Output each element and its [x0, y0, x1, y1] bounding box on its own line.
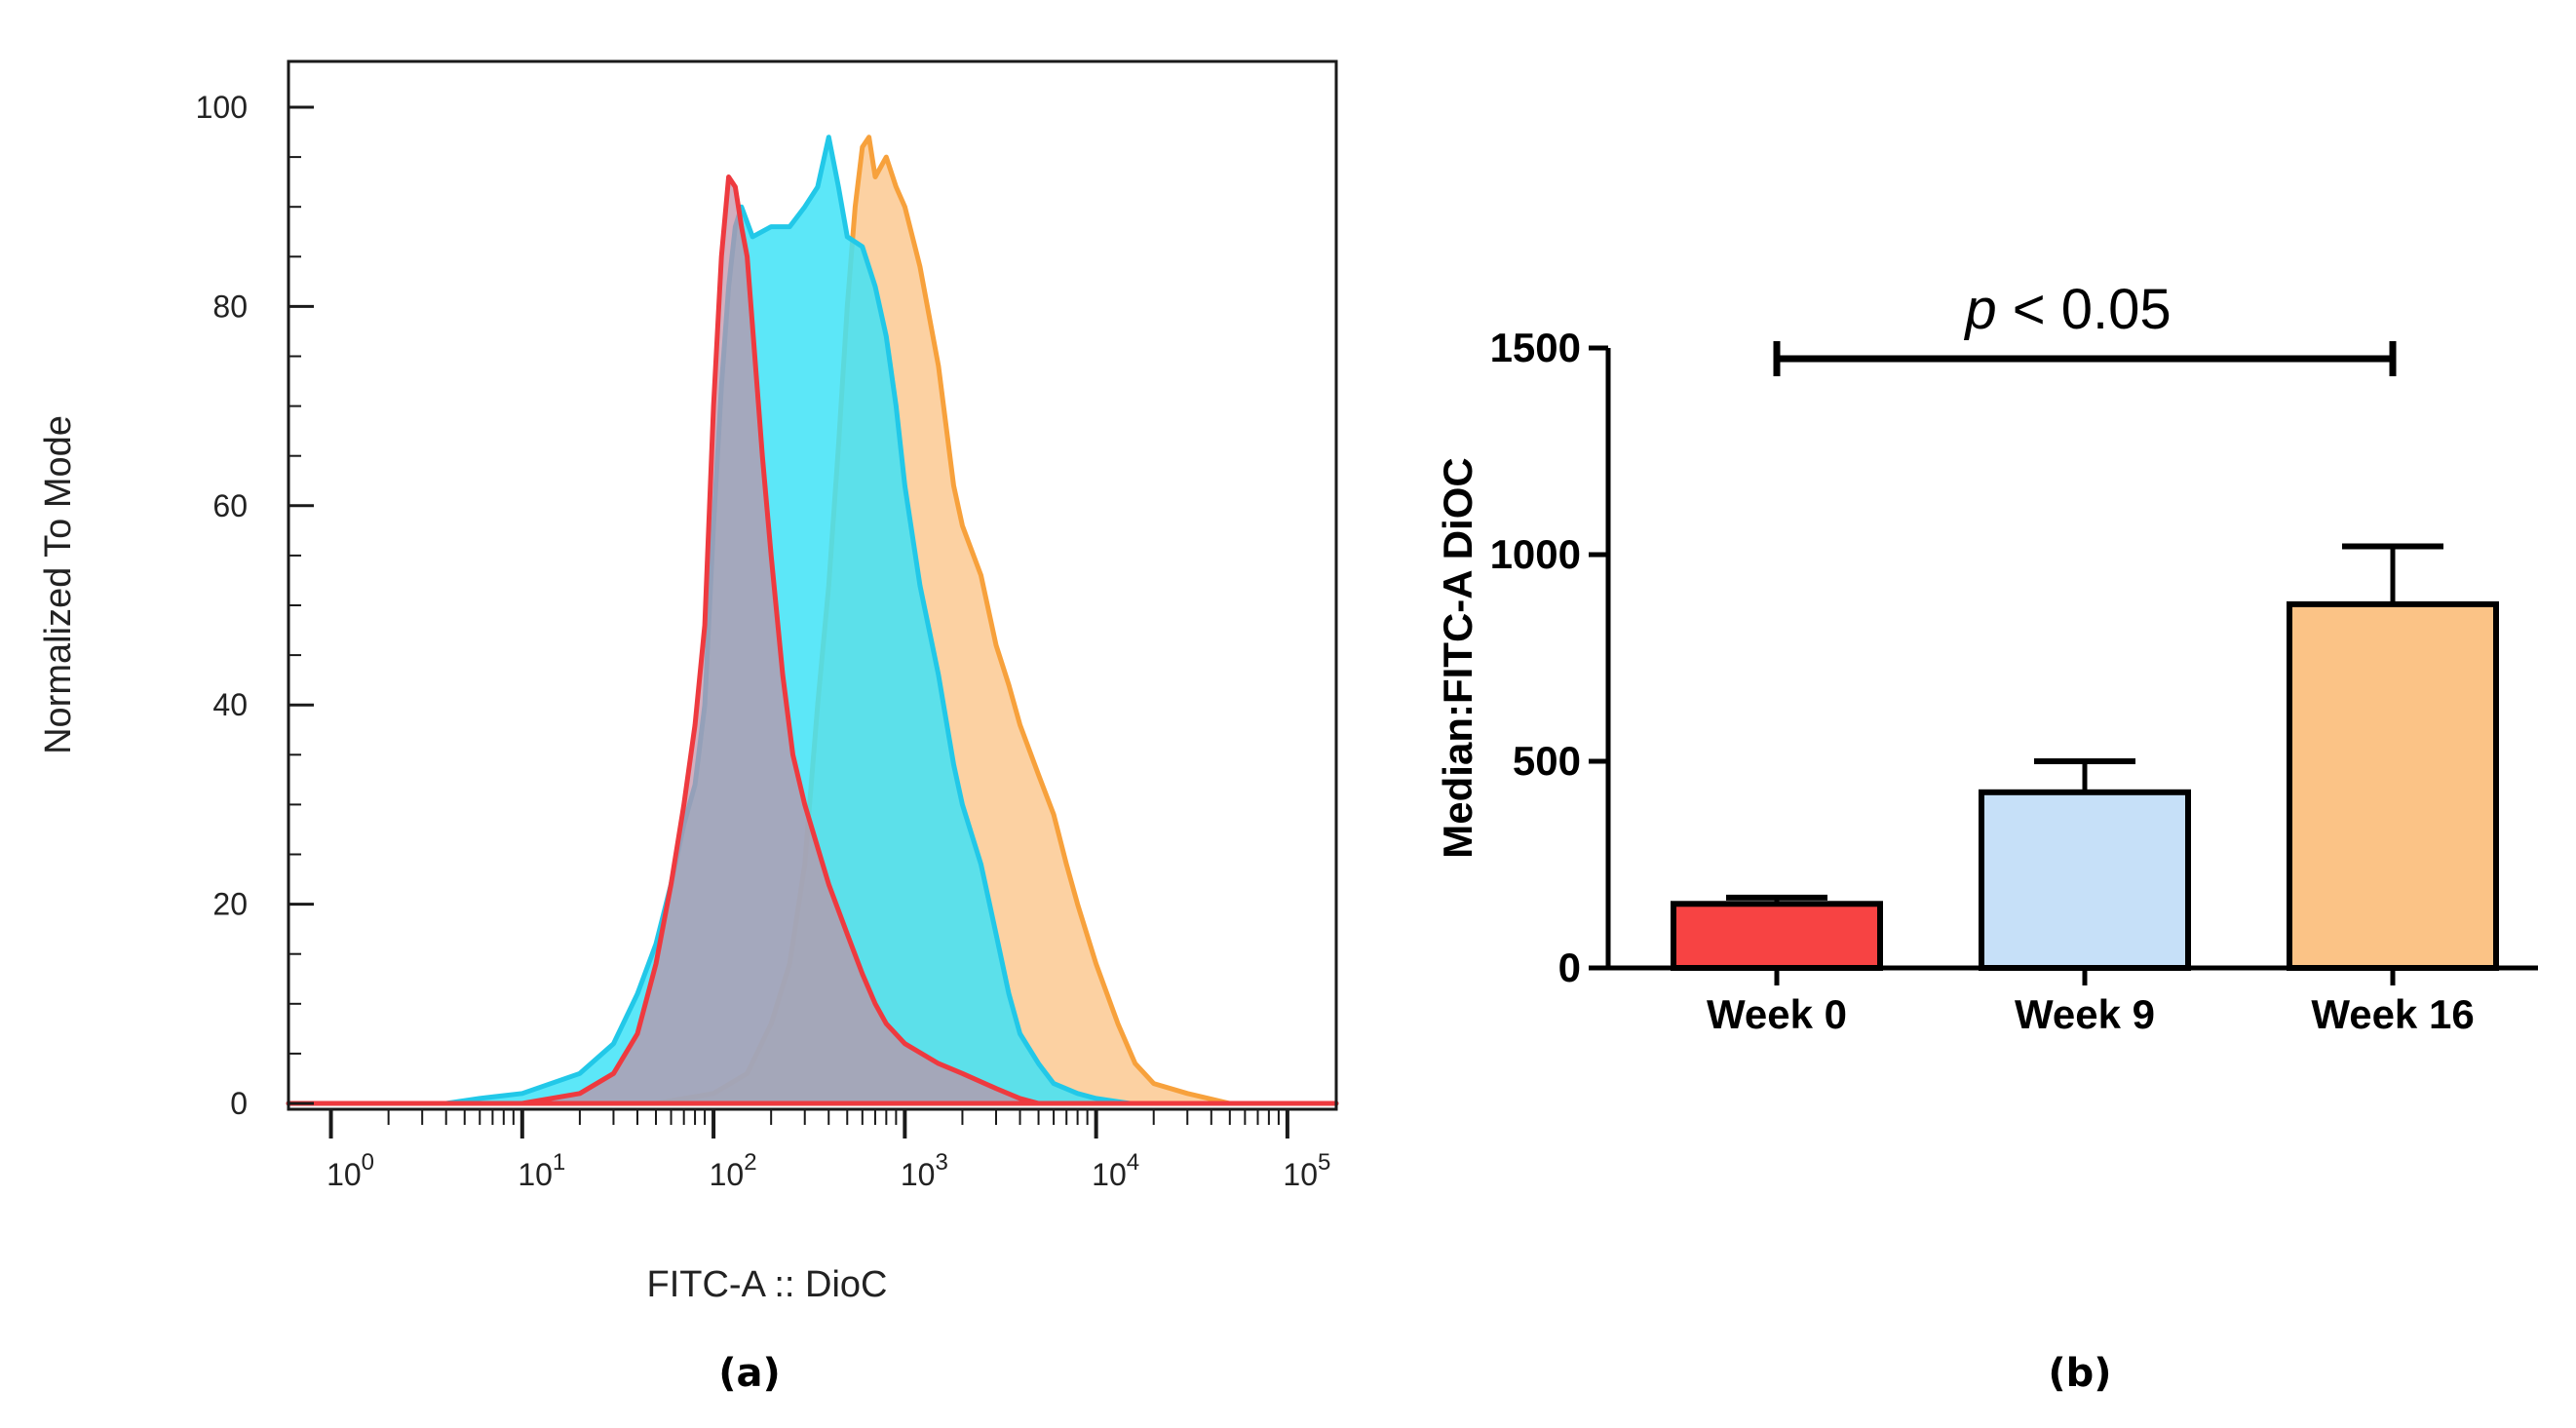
bar-y-axis: 0 500 1000 1500	[1490, 325, 1608, 990]
bar-y-axis-title: Median:FITC-A DiOC	[1435, 457, 1480, 858]
bar-y-tick-label: 1500	[1490, 325, 1581, 370]
histogram-x-axis-title: FITC-A :: DioC	[646, 1264, 887, 1305]
bar-y-tick-label: 500	[1513, 738, 1581, 784]
y-tick-label: 100	[196, 90, 248, 125]
histogram-areas	[286, 135, 1339, 1106]
bar-category-label: Week 0	[1707, 991, 1847, 1037]
bar-category-label: Week 16	[2311, 991, 2474, 1037]
x-tick-label: 101	[518, 1149, 565, 1192]
y-tick-label: 40	[212, 687, 248, 722]
bar-y-tick-label: 1000	[1490, 531, 1581, 577]
histogram-area-cyan	[286, 135, 1339, 1106]
bar-chart-panel: 0 500 1000 1500 Week 0 Week 9 Week 16 Median:…	[1435, 278, 2538, 1396]
y-tick-label: 20	[212, 887, 248, 922]
p-value-annotation: p < 0.05	[1963, 278, 2171, 341]
bar-week-0	[1671, 901, 1883, 972]
x-tick-label: 102	[710, 1149, 757, 1192]
x-tick-label: 103	[901, 1149, 948, 1192]
significance-bracket	[1773, 341, 2397, 376]
x-tick-label: 104	[1092, 1149, 1139, 1192]
histogram-area-red	[286, 174, 1339, 1106]
bar-week-16	[2287, 600, 2499, 971]
histogram-plot-frame	[287, 59, 1338, 1111]
bar-week-9	[1979, 789, 2191, 971]
panel-a-label: (a)	[718, 1351, 781, 1396]
histogram-x-axis: 100 101 102 103 104 105	[327, 1109, 1330, 1192]
histogram-y-axis-title: Normalized To Mode	[38, 415, 79, 754]
x-tick-label: 105	[1283, 1149, 1330, 1192]
y-tick-label: 80	[212, 289, 248, 324]
panel-b-label: (b)	[2048, 1351, 2111, 1396]
bar-y-tick-label: 0	[1558, 945, 1581, 990]
histogram-y-axis: 0 20 40 60 80 100	[196, 90, 314, 1121]
bar-series	[1671, 543, 2499, 972]
y-tick-label: 60	[212, 488, 248, 523]
bar-x-axis: Week 0 Week 9 Week 16	[1707, 968, 2475, 1037]
histogram-panel: 0 20 40 60 80 100 100 101 102 103 104 105 Normaliz…	[38, 59, 1339, 1396]
y-tick-label: 0	[230, 1086, 248, 1121]
bar-category-label: Week 9	[2015, 991, 2155, 1037]
p-symbol: p	[1963, 278, 1996, 341]
x-tick-label: 100	[327, 1149, 374, 1192]
p-threshold: < 0.05	[1997, 278, 2172, 341]
